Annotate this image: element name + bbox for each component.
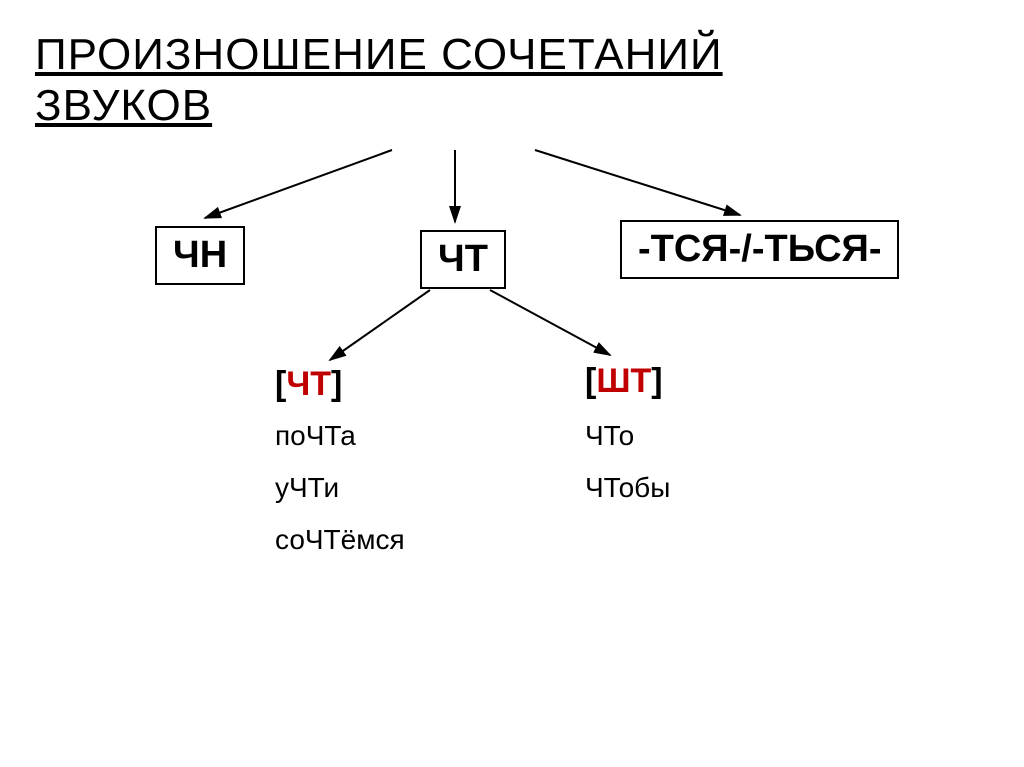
arrow-top-right — [535, 150, 740, 215]
phon-left-header: [ЧТ] — [275, 365, 342, 404]
bracket-close-icon: ] — [651, 362, 662, 400]
title-line2: ЗВУКОВ — [35, 81, 212, 130]
phon-right-red: ШТ — [596, 362, 651, 400]
bracket-close-icon: ] — [331, 365, 342, 403]
word-right-0: ЧТо — [585, 420, 634, 452]
word-left-2: соЧТёмся — [275, 524, 405, 556]
page-title: ПРОИЗНОШЕНИЕ СОЧЕТАНИЙ ЗВУКОВ — [35, 30, 723, 131]
bracket-open-icon: [ — [585, 362, 596, 400]
box-tsya: -ТСЯ-/-ТЬСЯ- — [620, 220, 899, 279]
word-left-1: уЧТи — [275, 472, 339, 504]
box-cht: ЧТ — [420, 230, 506, 289]
phon-right-header: [ШТ] — [585, 362, 663, 401]
phon-left-red: ЧТ — [286, 365, 331, 403]
arrow-sub-left — [330, 290, 430, 360]
arrow-top-left — [205, 150, 392, 218]
bracket-open-icon: [ — [275, 365, 286, 403]
word-left-0: поЧТа — [275, 420, 356, 452]
word-right-1: ЧТобы — [585, 472, 670, 504]
box-chn: ЧН — [155, 226, 245, 285]
arrow-sub-right — [490, 290, 610, 355]
title-line1: ПРОИЗНОШЕНИЕ СОЧЕТАНИЙ — [35, 30, 723, 79]
